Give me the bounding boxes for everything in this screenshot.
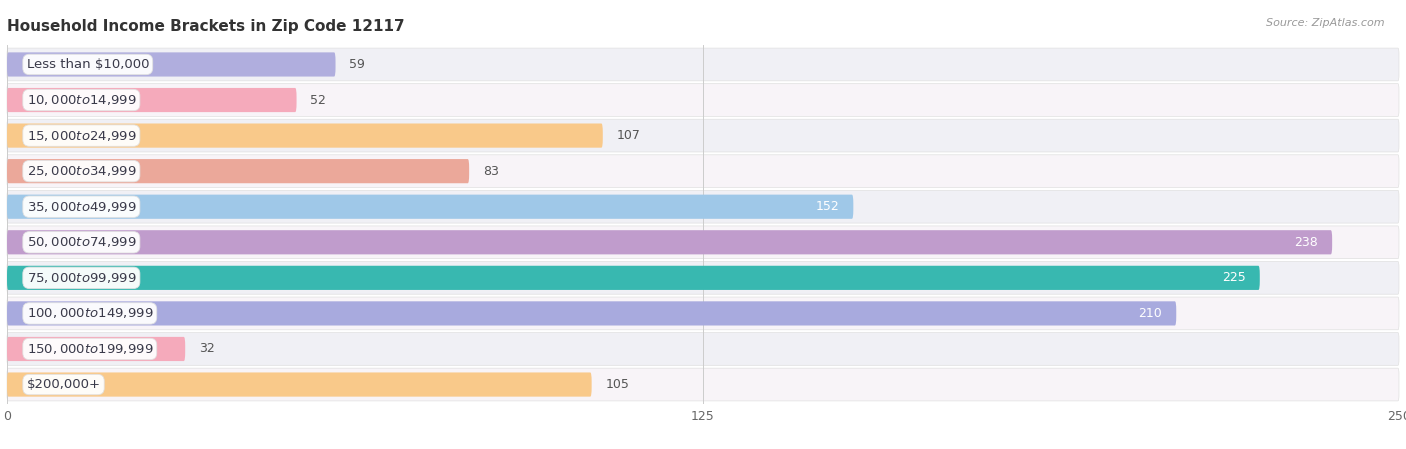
FancyBboxPatch shape (7, 337, 186, 361)
Text: 238: 238 (1295, 236, 1319, 249)
Text: 210: 210 (1139, 307, 1163, 320)
FancyBboxPatch shape (7, 88, 297, 112)
FancyBboxPatch shape (7, 226, 1399, 259)
FancyBboxPatch shape (7, 194, 853, 219)
FancyBboxPatch shape (7, 333, 1399, 365)
FancyBboxPatch shape (7, 368, 1399, 401)
FancyBboxPatch shape (7, 159, 470, 183)
FancyBboxPatch shape (7, 155, 1399, 188)
Text: $35,000 to $49,999: $35,000 to $49,999 (27, 200, 136, 214)
Text: 52: 52 (311, 93, 326, 106)
FancyBboxPatch shape (7, 123, 603, 148)
FancyBboxPatch shape (7, 84, 1399, 116)
Text: Less than $10,000: Less than $10,000 (27, 58, 149, 71)
FancyBboxPatch shape (7, 190, 1399, 223)
Text: $150,000 to $199,999: $150,000 to $199,999 (27, 342, 153, 356)
Text: 83: 83 (484, 165, 499, 178)
Text: Source: ZipAtlas.com: Source: ZipAtlas.com (1267, 18, 1385, 28)
Text: $10,000 to $14,999: $10,000 to $14,999 (27, 93, 136, 107)
Text: $75,000 to $99,999: $75,000 to $99,999 (27, 271, 136, 285)
Text: 59: 59 (350, 58, 366, 71)
Text: 32: 32 (200, 343, 215, 356)
Text: Household Income Brackets in Zip Code 12117: Household Income Brackets in Zip Code 12… (7, 19, 405, 34)
Text: 105: 105 (606, 378, 630, 391)
Text: 152: 152 (815, 200, 839, 213)
FancyBboxPatch shape (7, 297, 1399, 330)
Text: 225: 225 (1222, 271, 1246, 284)
Text: $25,000 to $34,999: $25,000 to $34,999 (27, 164, 136, 178)
FancyBboxPatch shape (7, 48, 1399, 81)
FancyBboxPatch shape (7, 119, 1399, 152)
Text: 107: 107 (617, 129, 641, 142)
FancyBboxPatch shape (7, 373, 592, 396)
FancyBboxPatch shape (7, 230, 1331, 255)
Text: $200,000+: $200,000+ (27, 378, 100, 391)
Text: $100,000 to $149,999: $100,000 to $149,999 (27, 306, 153, 321)
FancyBboxPatch shape (7, 301, 1177, 326)
FancyBboxPatch shape (7, 266, 1260, 290)
Text: $15,000 to $24,999: $15,000 to $24,999 (27, 128, 136, 143)
FancyBboxPatch shape (7, 53, 336, 76)
FancyBboxPatch shape (7, 261, 1399, 294)
Text: $50,000 to $74,999: $50,000 to $74,999 (27, 235, 136, 249)
